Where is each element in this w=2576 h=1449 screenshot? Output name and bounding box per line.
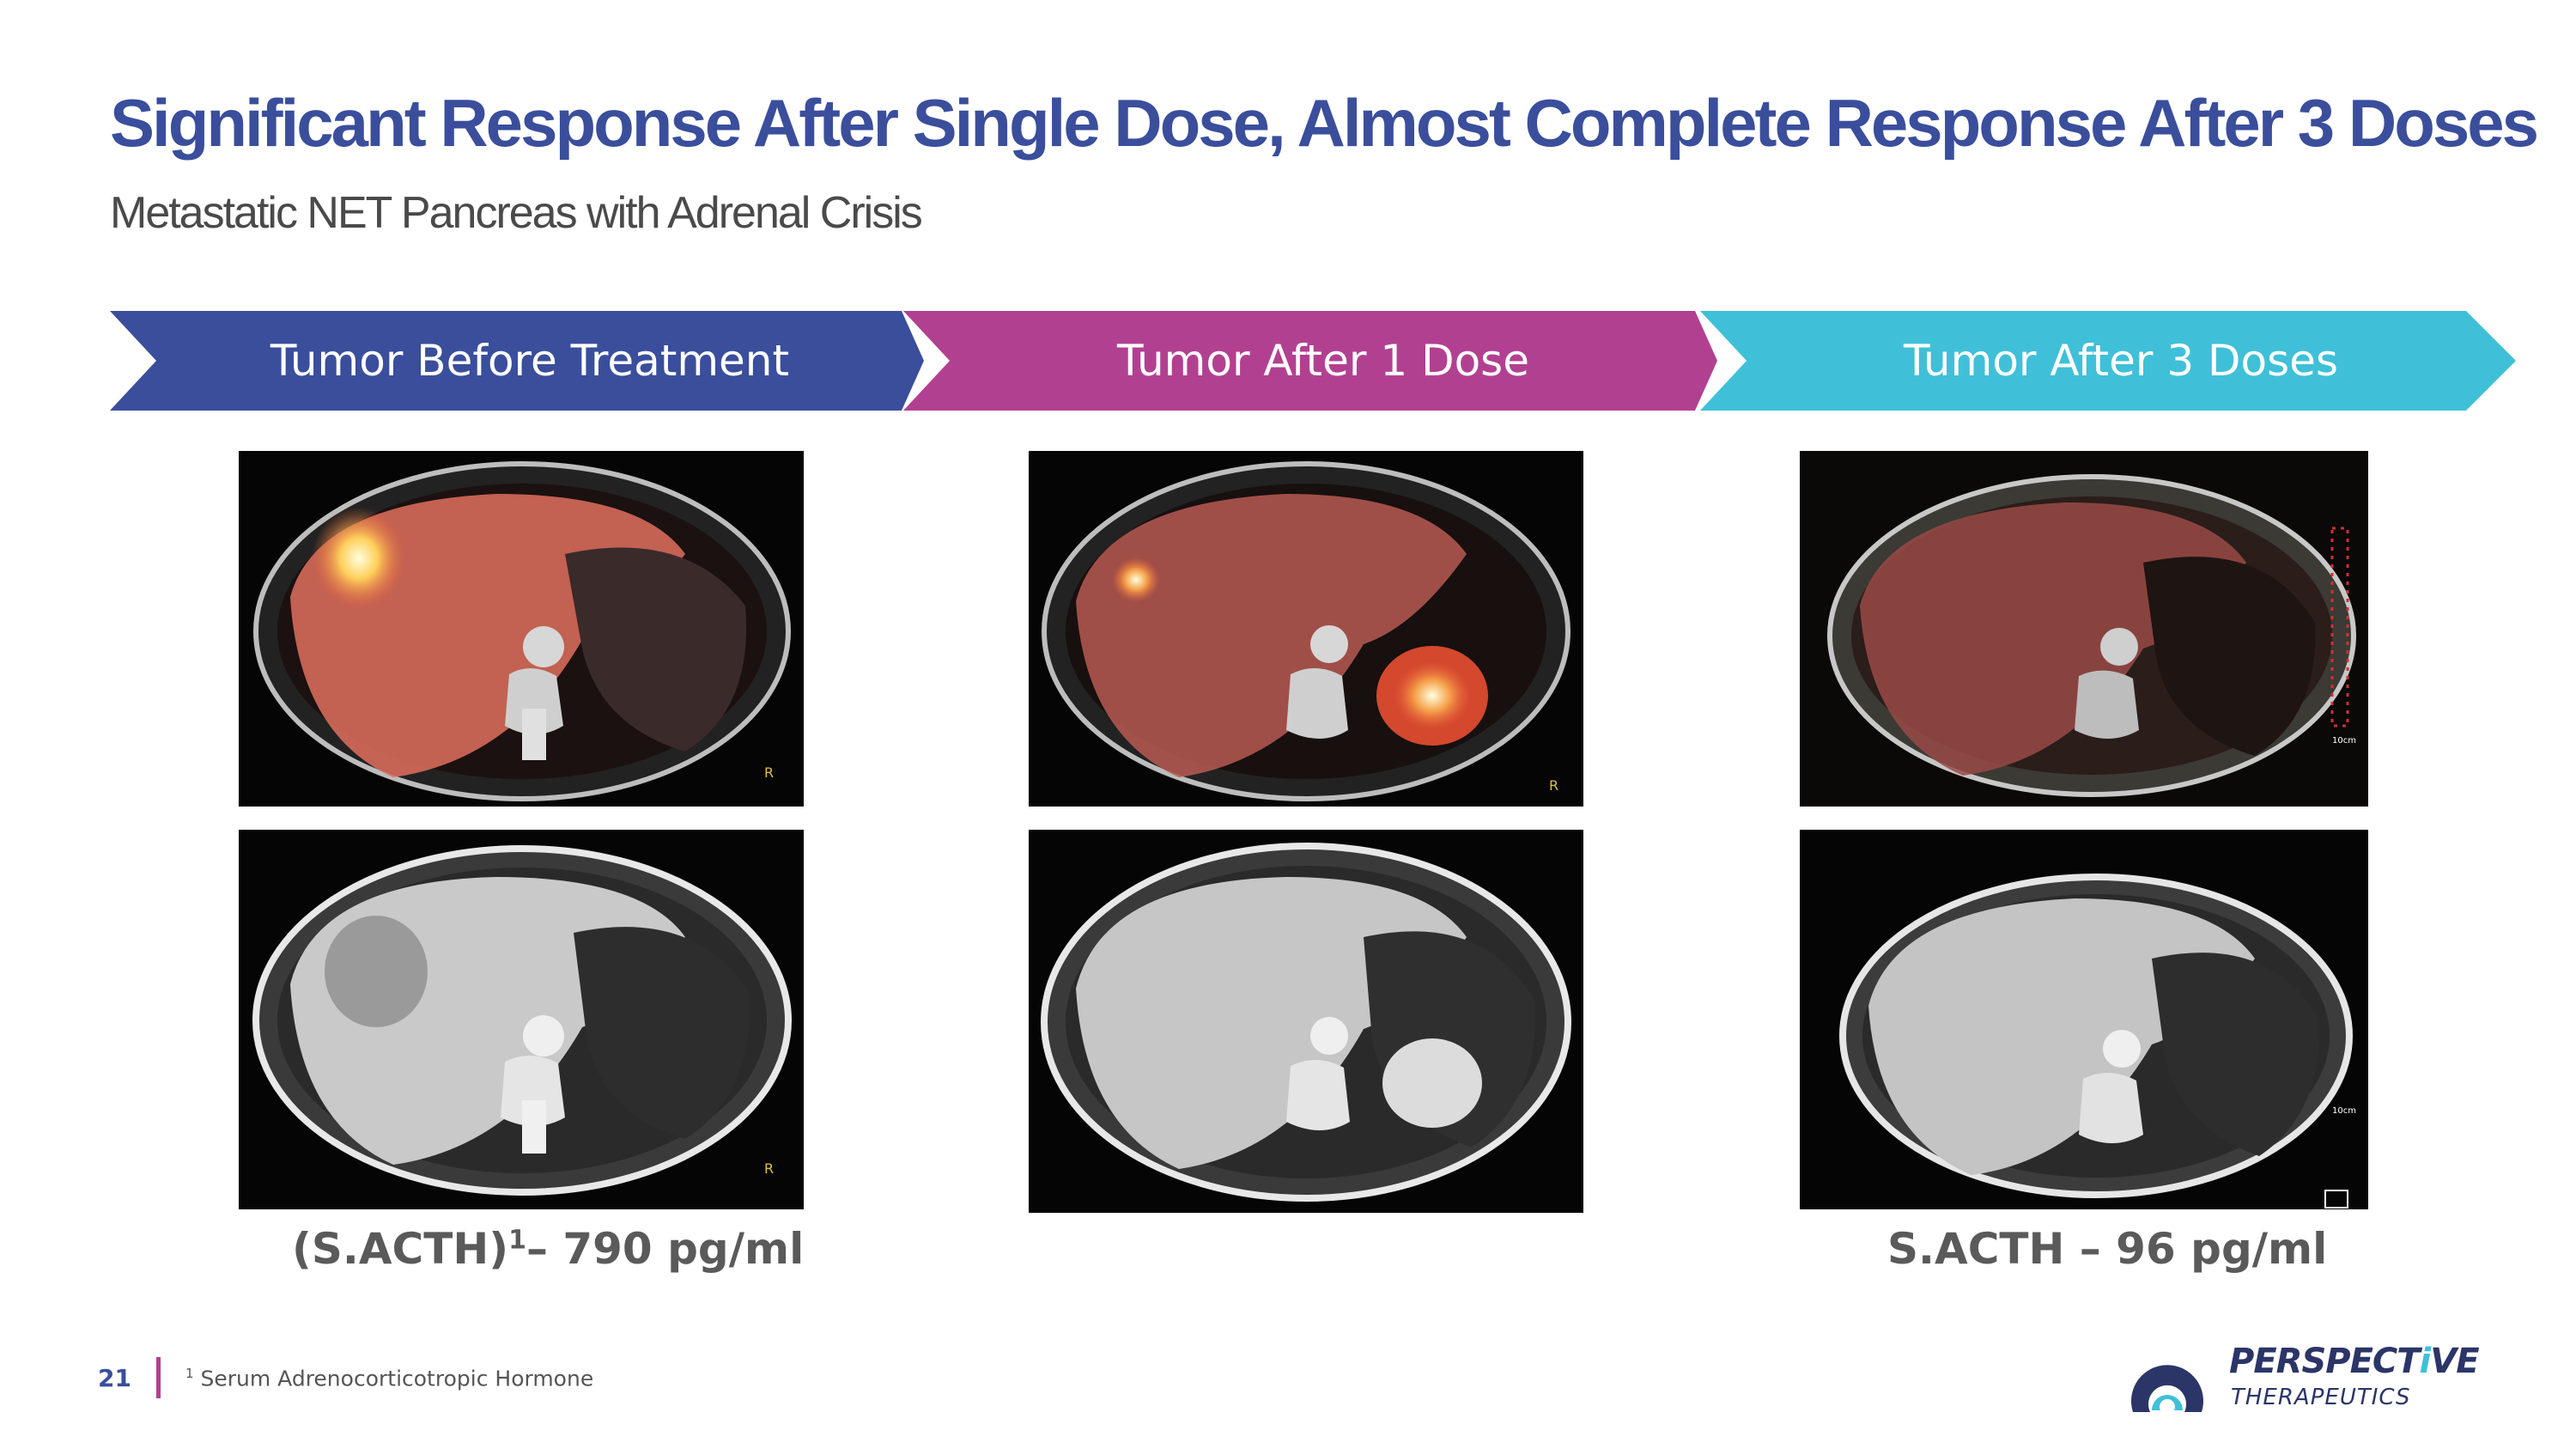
scale-marker: 10cm: [2332, 736, 2356, 746]
footnote-ref: 1: [508, 1225, 526, 1256]
slide-subtitle: Metastatic NET Pancreas with Adrenal Cri…: [110, 188, 923, 238]
footnote-marker: 1: [185, 1366, 194, 1381]
logo-accent-letter: i: [2419, 1342, 2432, 1381]
orientation-marker: R: [1549, 777, 1558, 794]
lab-value-label: (S.ACTH): [292, 1224, 509, 1274]
scale-marker: 10cm: [2332, 1106, 2356, 1116]
orientation-marker: R: [764, 764, 774, 781]
stage-before-treatment: Tumor Before Treatment: [110, 311, 924, 411]
logo-wordmark: PERSPECTiVE: [2229, 1342, 2480, 1381]
footnote: 1 Serum Adrenocorticotropic Hormone: [185, 1366, 593, 1391]
stage-after-3-doses: Tumor After 3 Doses: [1700, 311, 2516, 411]
scan-after-1-dose-ct: [1029, 830, 1583, 1213]
company-logo: PERSPECTiVE THERAPEUTICS: [2124, 1336, 2537, 1422]
stage-label: Tumor After 3 Doses: [1903, 336, 2338, 386]
lab-value-amount: – 790 pg/ml: [526, 1224, 805, 1274]
scan-after-1-dose-pet-ct: R: [1029, 451, 1583, 807]
stage-after-1-dose: Tumor After 1 Dose: [903, 311, 1717, 411]
footnote-text: Serum Adrenocorticotropic Hormone: [193, 1366, 594, 1391]
scan-after-3-doses-pet-ct: 10cm: [1800, 451, 2368, 807]
slide-title: Significant Response After Single Dose, …: [110, 85, 2539, 161]
stage-label: Tumor Before Treatment: [270, 336, 790, 386]
scan-before-ct: R: [239, 830, 804, 1209]
logo-subtitle: THERAPEUTICS: [2231, 1385, 2411, 1410]
lab-value-after-3-doses: S.ACTH – 96 pg/ml: [1887, 1224, 2328, 1274]
footer-divider: [156, 1357, 161, 1398]
stage-label: Tumor After 1 Dose: [1117, 336, 1529, 386]
scan-before-pet-ct: R: [239, 451, 804, 807]
logo-mark-icon: [2131, 1365, 2203, 1412]
scan-after-3-doses-ct: 10cm: [1800, 830, 2368, 1209]
orientation-marker: R: [764, 1160, 774, 1177]
lab-value-before: (S.ACTH)1– 790 pg/ml: [292, 1224, 804, 1274]
page-number: 21: [98, 1364, 131, 1392]
